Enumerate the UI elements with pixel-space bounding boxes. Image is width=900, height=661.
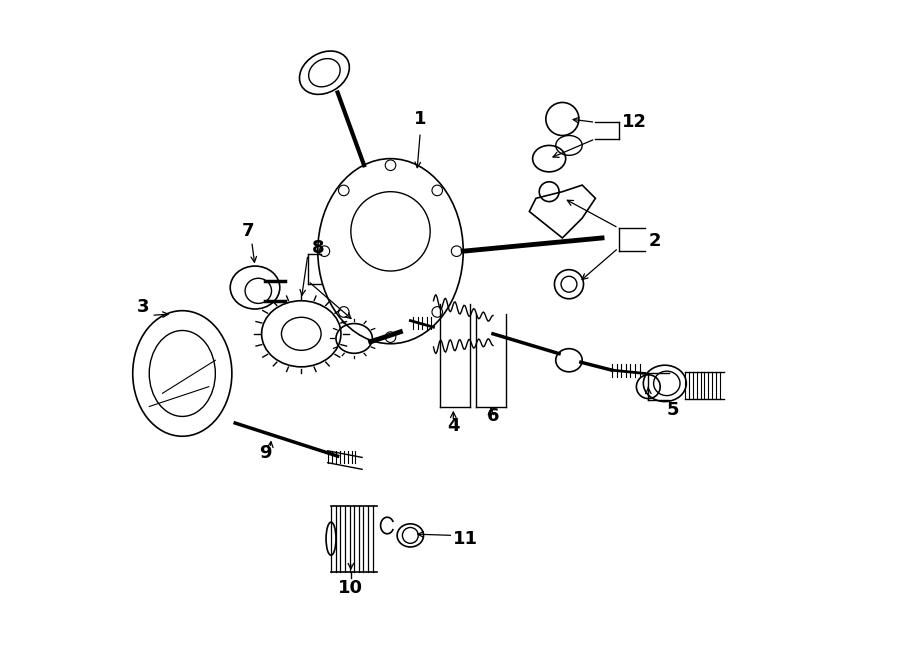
Circle shape	[385, 160, 396, 171]
Circle shape	[338, 185, 349, 196]
Text: 6: 6	[487, 407, 500, 426]
Text: 4: 4	[447, 417, 460, 436]
Text: 7: 7	[242, 222, 255, 241]
Text: 10: 10	[338, 579, 364, 598]
Circle shape	[432, 307, 443, 317]
Text: 5: 5	[667, 401, 679, 419]
Text: 8: 8	[311, 239, 324, 257]
Circle shape	[385, 332, 396, 342]
Text: 11: 11	[454, 529, 478, 548]
Text: 12: 12	[622, 113, 647, 132]
Text: 1: 1	[414, 110, 427, 128]
Text: 3: 3	[137, 298, 148, 317]
Circle shape	[451, 246, 462, 256]
Circle shape	[338, 307, 349, 317]
Circle shape	[432, 185, 443, 196]
Text: 9: 9	[258, 444, 271, 462]
Circle shape	[320, 246, 329, 256]
Text: 2: 2	[648, 232, 661, 251]
